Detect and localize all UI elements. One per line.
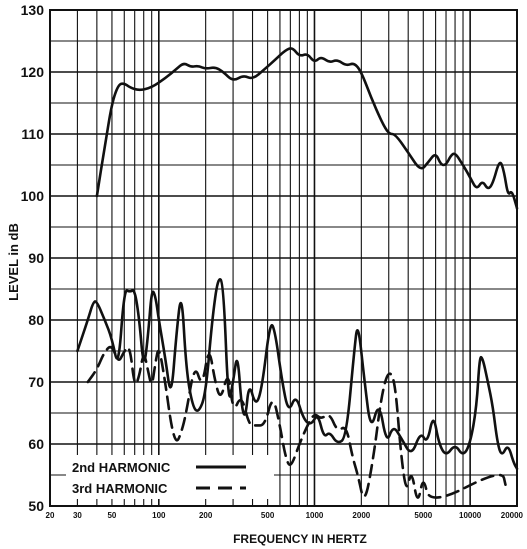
x-axis-title: FREQUENCY IN HERTZ	[233, 532, 367, 546]
series-line-0	[95, 47, 519, 210]
x-tick-labels: 20 30 50 100 200 500 1000 2000 5000 10000 20000	[46, 511, 524, 520]
x-tick-label: 10000	[459, 511, 482, 520]
legend-label-2nd-harmonic: 2nd HARMONIC	[72, 460, 171, 475]
y-tick-labels: 50 60 70 80 90 100 110 120 130	[21, 2, 45, 514]
legend-background	[66, 455, 274, 499]
y-tick-label: 110	[21, 126, 44, 142]
y-axis-title: LEVEL in dB	[6, 223, 21, 301]
y-tick-label: 100	[21, 188, 45, 204]
x-tick-label: 50	[107, 511, 116, 520]
legend-label-3rd-harmonic: 3rd HARMONIC	[72, 481, 168, 496]
x-tick-label: 30	[73, 511, 82, 520]
x-tick-label: 20000	[501, 511, 524, 520]
x-tick-label: 100	[152, 511, 166, 520]
y-tick-label: 120	[21, 64, 45, 80]
x-tick-label: 5000	[414, 511, 432, 520]
series-line-1	[76, 278, 519, 471]
y-tick-label: 60	[28, 436, 44, 452]
series-layer	[76, 47, 519, 499]
plot-frame	[49, 9, 518, 507]
y-tick-label: 90	[28, 250, 44, 266]
x-tick-label: 200	[199, 511, 213, 520]
x-tick-label: 500	[261, 511, 275, 520]
legend: 2nd HARMONIC 3rd HARMONIC	[66, 455, 274, 499]
x-tick-label: 1000	[306, 511, 324, 520]
y-tick-label: 80	[28, 312, 44, 328]
y-tick-label: 130	[21, 2, 45, 18]
series-line-2	[86, 345, 508, 499]
x-tick-label: 20	[46, 511, 55, 520]
x-tick-label: 2000	[352, 511, 370, 520]
y-tick-label: 70	[28, 374, 44, 390]
y-tick-label: 50	[28, 498, 44, 514]
